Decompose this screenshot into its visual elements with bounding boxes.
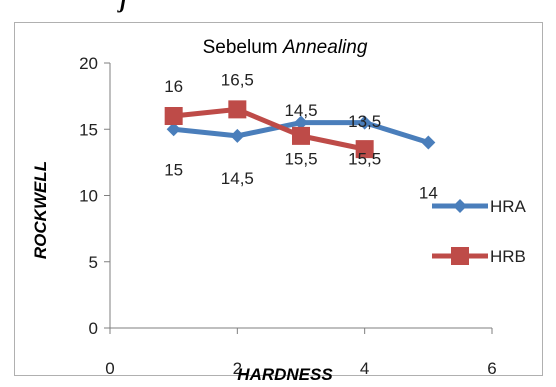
point-hrb [292, 126, 310, 145]
data-label-hra: 14,5 [221, 169, 254, 188]
y-tick-label: 5 [89, 253, 98, 272]
y-tick-label: 20 [79, 54, 98, 73]
data-label-hrb: 13,5 [348, 112, 381, 131]
point-hra [230, 128, 245, 143]
point-hrb [228, 100, 247, 119]
point-hrb [164, 107, 183, 125]
data-label-hrb: 16,5 [221, 70, 254, 89]
legend-label-hra: HRA [490, 197, 527, 216]
chart-title-italic: Annealing [282, 37, 368, 58]
data-label-hra: 15,5 [284, 150, 317, 169]
y-tick-label: 15 [79, 120, 98, 139]
point-hra [294, 115, 308, 130]
data-label-hrb: 16 [164, 77, 183, 96]
chart-title: Sebelum Annealing [203, 37, 368, 58]
page-heading-text: j [120, 0, 127, 13]
x-tick-label: 6 [487, 359, 496, 378]
x-tick-label: 0 [105, 359, 114, 378]
legend-marker-hrb [451, 247, 469, 265]
chart-title-plain: Sebelum [203, 37, 283, 58]
y-tick-label: 10 [79, 187, 98, 206]
data-label-hrb: 14,5 [284, 101, 317, 120]
legend: HRA HRB [432, 197, 527, 266]
data-label-hra: 14 [419, 184, 438, 203]
series-line-hrb [171, 106, 368, 152]
page-heading-fragment: j [0, 0, 556, 24]
x-tick-label: 4 [360, 359, 369, 378]
legend-label-hrb: HRB [490, 247, 526, 266]
y-axis-label: ROCKWELL [31, 161, 50, 259]
point-hra [357, 115, 372, 130]
x-axis-label: HARDNESS [237, 365, 333, 384]
point-hrb [355, 140, 374, 159]
data-labels: 15 14,5 15,5 15,5 14 16 16,5 14,5 13,5 [164, 70, 438, 202]
point-hra [421, 135, 436, 150]
axes: 0 5 10 15 20 0 2 4 6 [79, 54, 497, 378]
series-lines [164, 100, 436, 159]
data-label-hra: 15 [164, 160, 183, 179]
data-label-hra: 15,5 [348, 150, 381, 169]
y-tick-label: 0 [89, 319, 98, 338]
chart-frame [14, 22, 543, 376]
x-tick-label: 2 [233, 359, 242, 378]
legend-marker-hra [453, 199, 467, 213]
point-hra [166, 122, 181, 137]
